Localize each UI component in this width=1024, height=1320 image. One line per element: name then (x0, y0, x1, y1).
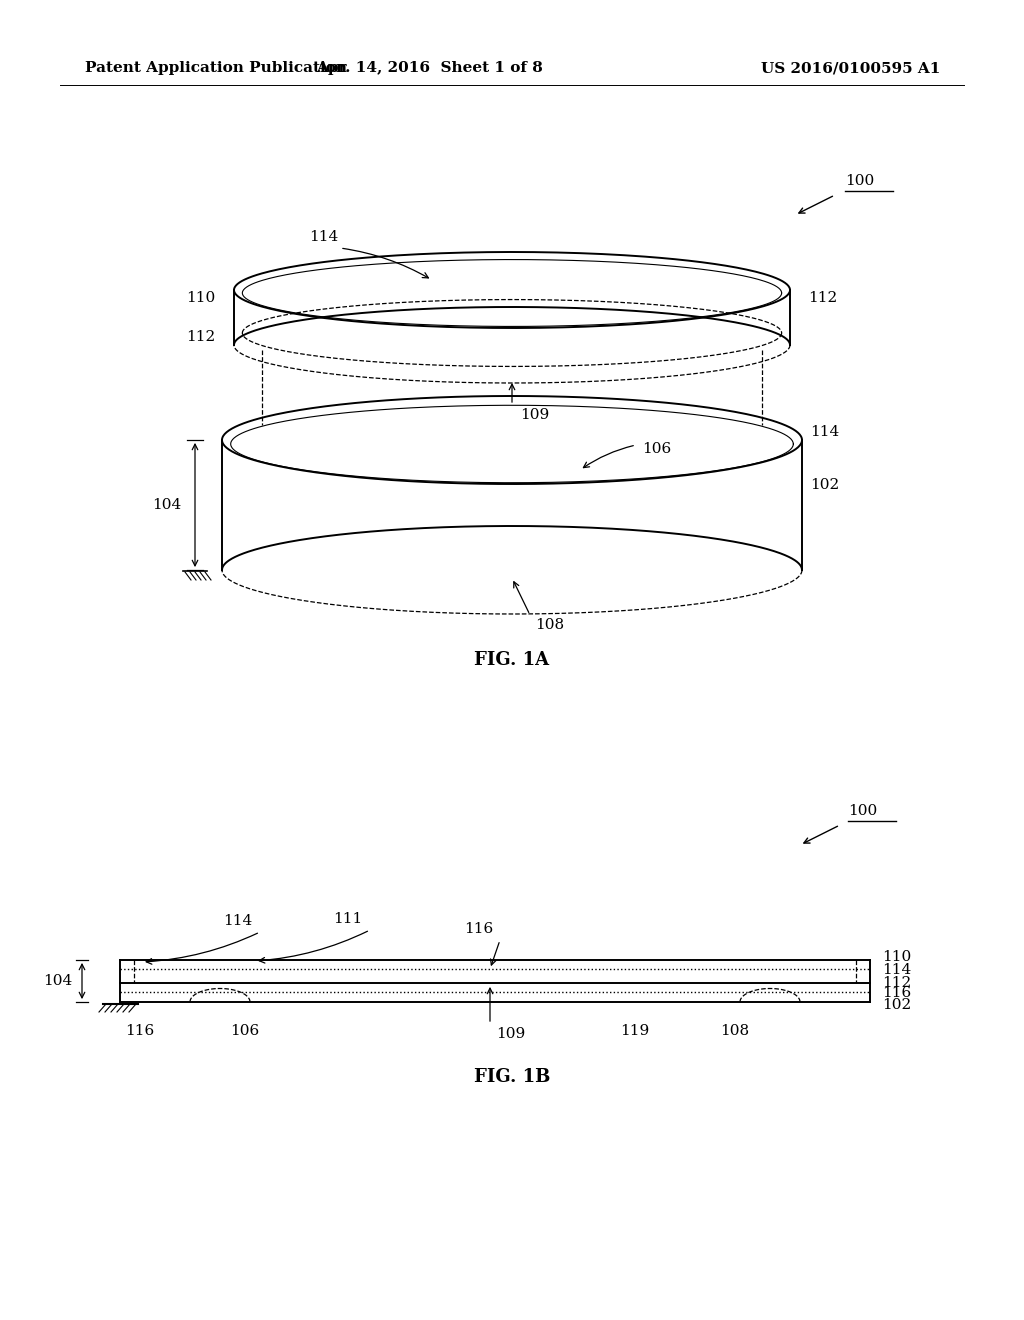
Text: 109: 109 (496, 1027, 525, 1041)
Text: 109: 109 (520, 408, 549, 422)
Text: 114: 114 (223, 913, 252, 928)
Text: 108: 108 (720, 1024, 750, 1038)
Text: 119: 119 (620, 1024, 649, 1038)
Text: 106: 106 (230, 1024, 259, 1038)
Text: 102: 102 (882, 998, 911, 1012)
Text: 112: 112 (185, 330, 215, 345)
Text: 104: 104 (152, 498, 181, 512)
Text: 112: 112 (882, 975, 911, 990)
Text: Apr. 14, 2016  Sheet 1 of 8: Apr. 14, 2016 Sheet 1 of 8 (316, 61, 544, 75)
Text: 116: 116 (125, 1024, 155, 1038)
Text: 104: 104 (43, 974, 72, 987)
Text: 114: 114 (882, 964, 911, 977)
Text: 114: 114 (810, 425, 840, 440)
Text: 114: 114 (309, 230, 338, 244)
Text: 100: 100 (845, 174, 874, 187)
Text: 111: 111 (333, 912, 362, 927)
Text: 110: 110 (882, 950, 911, 964)
Text: 116: 116 (464, 921, 493, 936)
Text: 100: 100 (848, 804, 878, 818)
Text: 112: 112 (808, 290, 838, 305)
Text: 116: 116 (882, 986, 911, 1001)
Text: 110: 110 (185, 290, 215, 305)
Text: 108: 108 (535, 618, 564, 632)
Text: FIG. 1B: FIG. 1B (474, 1068, 550, 1086)
Text: US 2016/0100595 A1: US 2016/0100595 A1 (761, 61, 940, 75)
Text: 102: 102 (810, 478, 840, 492)
Text: Patent Application Publication: Patent Application Publication (85, 61, 347, 75)
Text: 106: 106 (642, 442, 672, 455)
Text: FIG. 1A: FIG. 1A (474, 651, 550, 669)
